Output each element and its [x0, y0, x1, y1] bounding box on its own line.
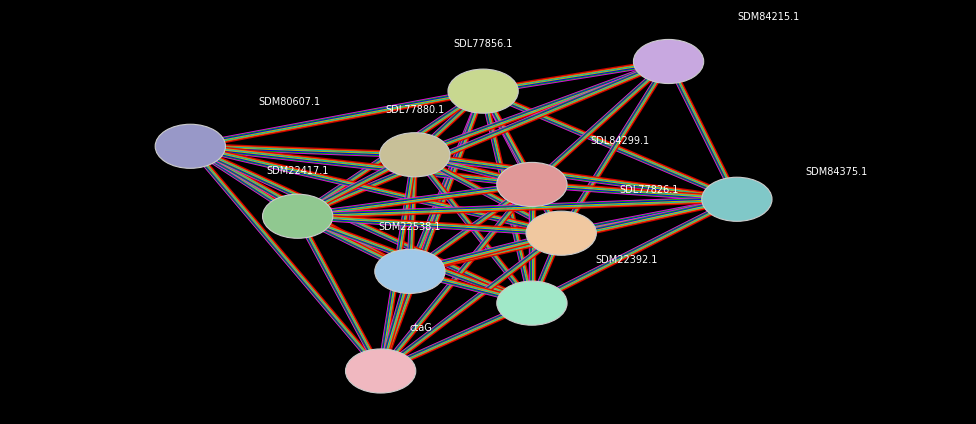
Ellipse shape: [497, 162, 567, 206]
Text: SDL84299.1: SDL84299.1: [590, 136, 650, 146]
Ellipse shape: [633, 39, 704, 84]
Text: SDL77826.1: SDL77826.1: [620, 185, 679, 195]
Ellipse shape: [375, 249, 445, 293]
Ellipse shape: [380, 133, 450, 177]
Text: SDM80607.1: SDM80607.1: [259, 97, 321, 107]
Ellipse shape: [526, 211, 596, 255]
Text: SDL77880.1: SDL77880.1: [386, 105, 444, 115]
Ellipse shape: [448, 69, 518, 113]
Text: SDM84375.1: SDM84375.1: [805, 167, 868, 177]
Text: SDM84215.1: SDM84215.1: [737, 12, 799, 22]
Ellipse shape: [155, 124, 225, 168]
Ellipse shape: [497, 281, 567, 325]
Text: SDM22417.1: SDM22417.1: [266, 166, 329, 176]
Ellipse shape: [263, 194, 333, 238]
Ellipse shape: [346, 349, 416, 393]
Text: SDM22392.1: SDM22392.1: [595, 255, 658, 265]
Text: ctaG: ctaG: [410, 323, 432, 333]
Text: SDM22538.1: SDM22538.1: [379, 222, 441, 232]
Text: SDL77856.1: SDL77856.1: [454, 39, 512, 49]
Ellipse shape: [702, 177, 772, 221]
